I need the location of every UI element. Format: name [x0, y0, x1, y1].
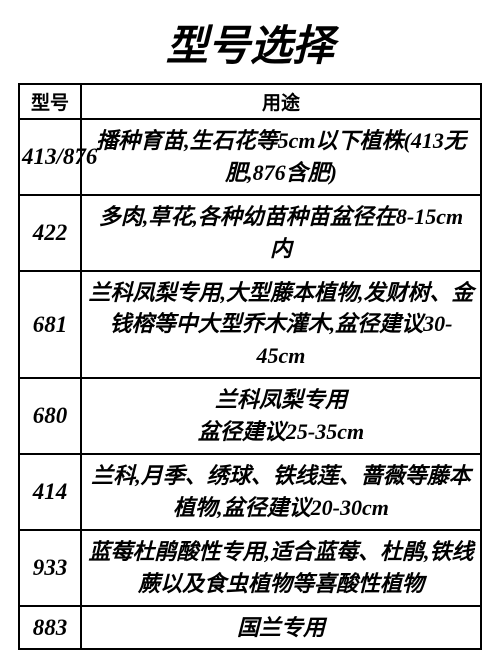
usage-cell: 播种育苗,生石花等5cm以下植株(413无肥,876含肥)	[81, 119, 481, 195]
table-row: 680 兰科凤梨专用盆径建议25-35cm	[19, 378, 481, 454]
table-row: 413/876 播种育苗,生石花等5cm以下植株(413无肥,876含肥)	[19, 119, 481, 195]
model-cell: 933	[19, 530, 81, 606]
model-table: 型号 用途 413/876 播种育苗,生石花等5cm以下植株(413无肥,876…	[18, 83, 482, 650]
page-title: 型号选择	[18, 12, 482, 73]
model-cell: 413/876	[19, 119, 81, 195]
usage-cell: 兰科凤梨专用盆径建议25-35cm	[81, 378, 481, 454]
table-row: 422 多肉,草花,各种幼苗种苗盆径在8-15cm内	[19, 195, 481, 271]
model-cell: 414	[19, 454, 81, 530]
usage-cell: 兰科,月季、绣球、铁线莲、蔷薇等藤本植物,盆径建议20-30cm	[81, 454, 481, 530]
model-cell: 422	[19, 195, 81, 271]
table-row: 414 兰科,月季、绣球、铁线莲、蔷薇等藤本植物,盆径建议20-30cm	[19, 454, 481, 530]
usage-cell: 兰科凤梨专用,大型藤本植物,发财树、金钱榕等中大型乔木灌木,盆径建议30-45c…	[81, 271, 481, 379]
table-row: 883 国兰专用	[19, 606, 481, 650]
model-cell: 883	[19, 606, 81, 650]
usage-cell: 蓝莓杜鹃酸性专用,适合蓝莓、杜鹃,铁线蕨以及食虫植物等喜酸性植物	[81, 530, 481, 606]
header-model: 型号	[19, 84, 81, 119]
table-header-row: 型号 用途	[19, 84, 481, 119]
table-row: 681 兰科凤梨专用,大型藤本植物,发财树、金钱榕等中大型乔木灌木,盆径建议30…	[19, 271, 481, 379]
model-cell: 681	[19, 271, 81, 379]
usage-cell: 国兰专用	[81, 606, 481, 650]
header-usage: 用途	[81, 84, 481, 119]
usage-cell: 多肉,草花,各种幼苗种苗盆径在8-15cm内	[81, 195, 481, 271]
model-cell: 680	[19, 378, 81, 454]
table-row: 933 蓝莓杜鹃酸性专用,适合蓝莓、杜鹃,铁线蕨以及食虫植物等喜酸性植物	[19, 530, 481, 606]
